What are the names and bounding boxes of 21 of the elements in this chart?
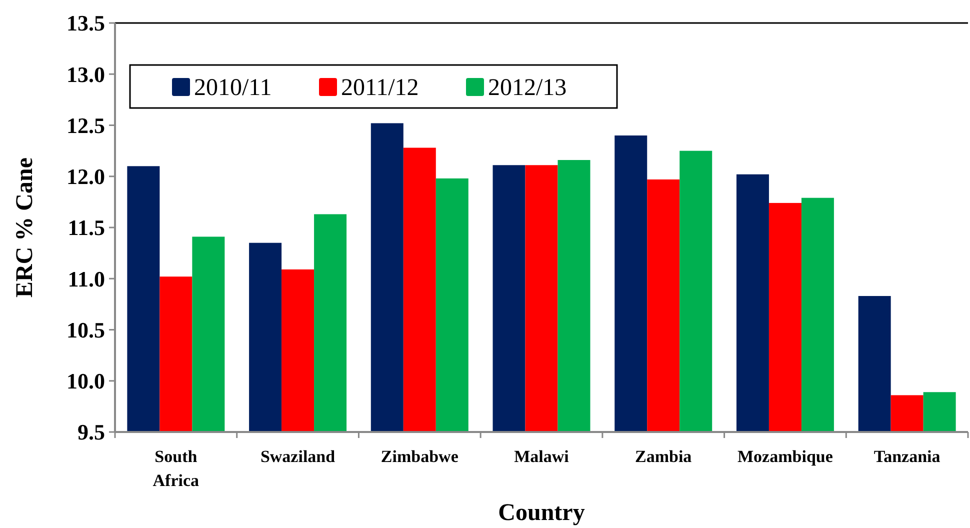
y-tick-label: 10.5 bbox=[66, 317, 105, 342]
y-tick-label: 13.5 bbox=[66, 10, 105, 36]
x-tick-label: Zambia bbox=[635, 447, 692, 466]
y-axis-title: ERC % Cane bbox=[12, 157, 38, 298]
x-tick-label: Malawi bbox=[514, 447, 570, 466]
legend-label: 2012/13 bbox=[488, 75, 567, 101]
x-tick-label: Tanzania bbox=[874, 447, 941, 466]
y-tick-label: 13.0 bbox=[66, 62, 105, 87]
y-tick-label: 12.0 bbox=[66, 164, 105, 190]
legend-label: 2010/11 bbox=[194, 75, 272, 101]
y-tick-label: 9.5 bbox=[78, 420, 105, 445]
y-tick-label: 12.5 bbox=[66, 112, 105, 138]
x-tick-label: Mozambique bbox=[738, 447, 834, 466]
x-tick-label: South Africa bbox=[152, 447, 200, 490]
y-tick-label: 11.0 bbox=[68, 266, 105, 292]
x-tick-label: Zimbabwe bbox=[380, 447, 459, 466]
y-tick-label: 11.5 bbox=[68, 215, 105, 240]
legend-label: 2011/12 bbox=[341, 75, 419, 101]
x-axis-title: Country bbox=[498, 500, 585, 526]
x-tick-label: Swaziland bbox=[260, 447, 336, 466]
y-tick-label: 10.0 bbox=[66, 368, 105, 394]
